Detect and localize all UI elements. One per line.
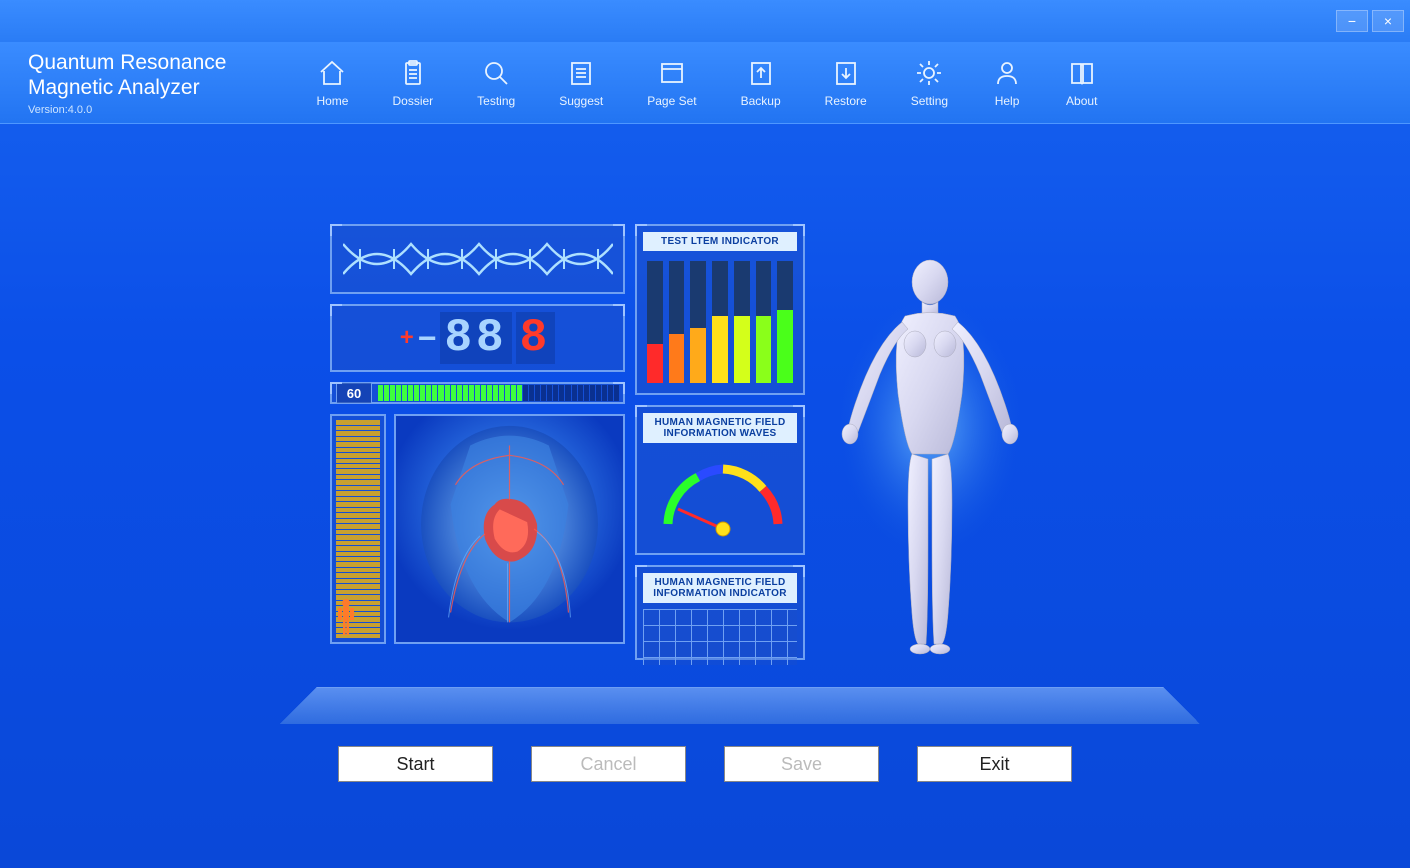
minus-sign: − <box>418 320 437 357</box>
app-title-line2: Magnetic Analyzer <box>28 76 226 100</box>
right-panel-cluster: TEST LTEM INDICATOR HUMAN MAGNETIC FIELD… <box>635 224 805 670</box>
test-indicator-title: TEST LTEM INDICATOR <box>643 232 797 251</box>
window-icon <box>657 58 687 88</box>
human-3d-figure <box>800 244 1060 664</box>
titlebar: − × <box>0 0 1410 42</box>
toolbar-pageset[interactable]: Page Set <box>647 58 696 108</box>
anatomy-panel <box>394 414 625 644</box>
gauge-icon <box>643 449 803 549</box>
info-indicator-grid <box>643 609 797 665</box>
toolbar: Home Dossier Testing Suggest Page Set Backup R… <box>316 58 1097 108</box>
toolbar-label: Backup <box>741 94 781 108</box>
toolbar-testing[interactable]: Testing <box>477 58 515 108</box>
plus-sign: + <box>400 324 414 352</box>
toolbar-about[interactable]: About <box>1066 58 1097 108</box>
search-icon <box>481 58 511 88</box>
toolbar-restore[interactable]: Restore <box>825 58 867 108</box>
anatomy-illustration <box>396 416 623 642</box>
list-icon <box>566 58 596 88</box>
cancel-button[interactable]: Cancel <box>531 746 686 782</box>
info-indicator-panel: HUMAN MAGNETIC FIELDINFORMATION INDICATO… <box>635 565 805 660</box>
toolbar-suggest[interactable]: Suggest <box>559 58 603 108</box>
left-panel-cluster: + − 88 8 60 <box>330 224 625 644</box>
toolbar-label: Page Set <box>647 94 696 108</box>
toolbar-label: Setting <box>911 94 948 108</box>
platform <box>280 687 1200 724</box>
toolbar-label: Dossier <box>392 94 433 108</box>
download-icon <box>831 58 861 88</box>
progress-panel: 60 <box>330 382 625 404</box>
progress-bar <box>378 385 619 401</box>
test-indicator-panel: TEST LTEM INDICATOR <box>635 224 805 395</box>
clipboard-icon <box>398 58 428 88</box>
start-button[interactable]: Start <box>338 746 493 782</box>
toolbar-label: Help <box>995 94 1020 108</box>
dna-icon <box>343 234 613 284</box>
close-button[interactable]: × <box>1372 10 1404 32</box>
gauge-panel: HUMAN MAGNETIC FIELDINFORMATION WAVES <box>635 405 805 555</box>
toolbar-home[interactable]: Home <box>316 58 348 108</box>
save-button[interactable]: Save <box>724 746 879 782</box>
toolbar-backup[interactable]: Backup <box>741 58 781 108</box>
home-icon <box>317 58 347 88</box>
human-body-icon <box>800 244 1060 664</box>
gauge-title: HUMAN MAGNETIC FIELDINFORMATION WAVES <box>643 413 797 443</box>
app-title-block: Quantum Resonance Magnetic Analyzer Vers… <box>28 49 226 115</box>
toolbar-setting[interactable]: Setting <box>911 58 948 108</box>
digit-main: 88 <box>440 312 511 364</box>
vertical-meter <box>330 414 386 644</box>
main-stage: + − 88 8 60 <box>0 124 1410 764</box>
person-icon <box>992 58 1022 88</box>
dna-panel <box>330 224 625 294</box>
toolbar-label: Testing <box>477 94 515 108</box>
digit-display-panel: + − 88 8 <box>330 304 625 372</box>
info-indicator-title: HUMAN MAGNETIC FIELDINFORMATION INDICATO… <box>643 573 797 603</box>
app-version: Version:4.0.0 <box>28 104 226 116</box>
toolbar-label: Suggest <box>559 94 603 108</box>
toolbar-dossier[interactable]: Dossier <box>392 58 433 108</box>
progress-value: 60 <box>336 382 372 404</box>
exit-button[interactable]: Exit <box>917 746 1072 782</box>
test-indicator-bars <box>643 257 797 387</box>
digit-last: 8 <box>516 312 556 364</box>
toolbar-help[interactable]: Help <box>992 58 1022 108</box>
toolbar-label: Restore <box>825 94 867 108</box>
gear-icon <box>914 58 944 88</box>
human-icon <box>336 598 356 638</box>
toolbar-label: Home <box>316 94 348 108</box>
book-icon <box>1067 58 1097 88</box>
bottom-button-bar: Start Cancel Save Exit <box>0 746 1410 782</box>
header: Quantum Resonance Magnetic Analyzer Vers… <box>0 42 1410 124</box>
minimize-button[interactable]: − <box>1336 10 1368 32</box>
app-title-line1: Quantum Resonance <box>28 51 226 75</box>
toolbar-label: About <box>1066 94 1097 108</box>
upload-icon <box>746 58 776 88</box>
